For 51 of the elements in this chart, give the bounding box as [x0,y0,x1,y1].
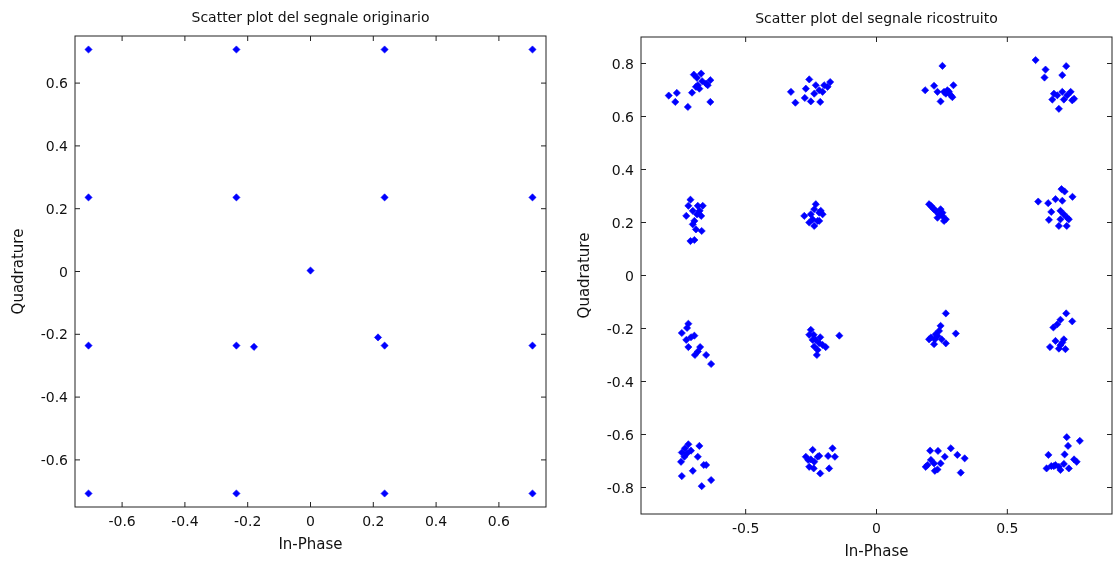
x-tick-label: -0.4 [171,513,199,529]
point [374,333,382,342]
point [306,266,315,275]
x-tick-label: -0.5 [732,520,760,536]
y-tick-label: 0 [625,267,634,284]
point [528,45,537,54]
y-tick-label: 0.6 [45,75,69,92]
y-tick-label: -0.2 [606,320,634,337]
y-tick-label: 0.6 [611,108,635,125]
x-tick-label: 0 [306,513,315,529]
x-tick-label: -0.2 [234,513,262,529]
x-tick-label: 0.2 [362,513,385,529]
x-tick-label: 0.5 [996,520,1019,536]
x-tick-label: 0 [872,520,881,536]
y-tick-label: 0.2 [45,200,68,217]
point [528,489,537,498]
x-axis-title: In-Phase [278,535,343,553]
y-tick-label: -0.6 [606,426,635,443]
y-tick-label: -0.4 [606,373,635,390]
y-tick-label: -0.8 [606,479,634,496]
y-axis-title: Quadrature [575,232,593,319]
point [84,489,93,498]
point [84,45,93,54]
point [232,489,241,498]
y-tick-label: 0 [59,263,68,280]
y-tick-label: 0.4 [45,137,69,154]
point [250,342,258,351]
x-axis-title: In-Phase [844,542,909,560]
point [528,193,537,202]
y-tick-label: 0.2 [611,214,634,231]
y-tick-label: -0.6 [40,451,69,468]
point [380,193,389,202]
point [232,341,241,350]
point [380,341,389,350]
y-tick-label: -0.2 [40,326,68,343]
x-tick-label: 0.6 [487,513,511,529]
chart-title: Scatter plot del segnale ricostruito [755,10,998,26]
point [84,193,93,202]
y-tick-label: 0.8 [611,55,634,72]
y-tick-label: 0.4 [611,161,635,178]
x-tick-label: 0.4 [424,513,448,529]
y-tick-label: -0.4 [40,389,69,406]
x-tick-label: -0.6 [108,513,136,529]
point [232,193,241,202]
point [380,45,389,54]
point [84,341,93,350]
y-axis-title: Quadrature [9,228,27,315]
point [380,489,389,498]
point [232,45,241,54]
point [528,341,537,350]
chart-title: Scatter plot del segnale originario [191,9,430,25]
